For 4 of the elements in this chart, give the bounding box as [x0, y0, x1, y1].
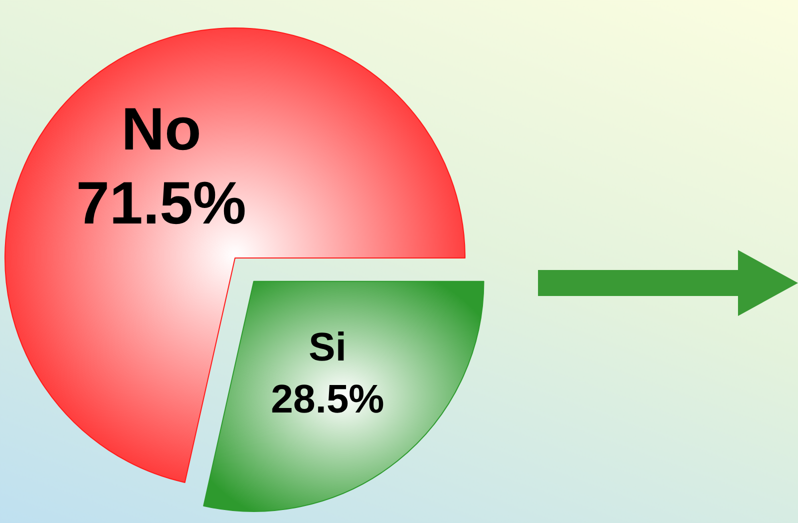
data-label: 71.5%: [76, 169, 246, 236]
data-label: 28.5%: [270, 378, 384, 422]
slice-label: Si: [308, 326, 346, 370]
slice-label: No: [121, 95, 202, 162]
